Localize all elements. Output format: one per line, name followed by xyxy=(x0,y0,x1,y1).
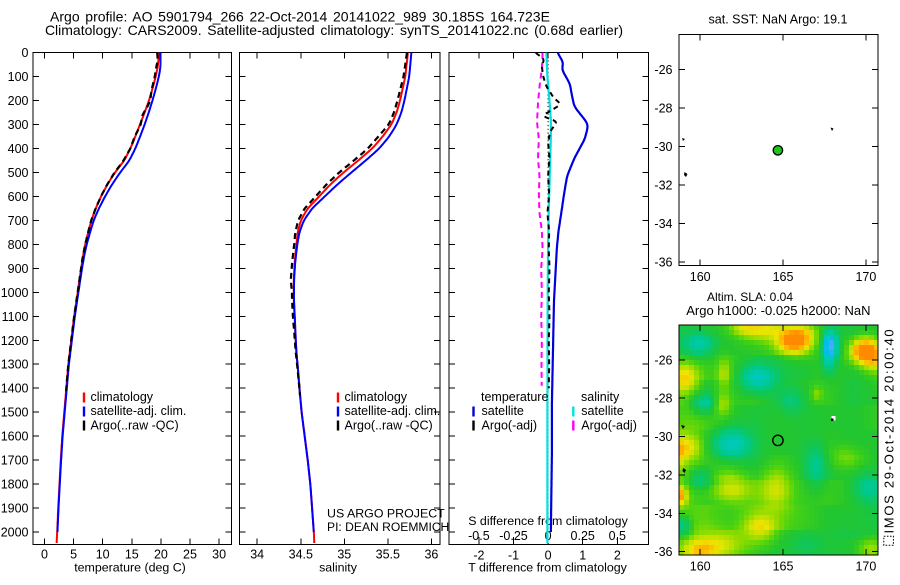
svg-text:-32: -32 xyxy=(654,468,672,482)
svg-text:34.5: 34.5 xyxy=(289,548,313,562)
svg-text:1200: 1200 xyxy=(1,334,29,348)
svg-text:1600: 1600 xyxy=(1,430,29,444)
svg-text:300: 300 xyxy=(8,118,29,132)
svg-text:satellite-adj. clim.: satellite-adj. clim. xyxy=(345,404,441,418)
svg-text:Altim. SLA: 0.04: Altim. SLA: 0.04 xyxy=(707,290,793,304)
svg-text:170: 170 xyxy=(855,560,876,574)
svg-text:Climatology: CARS2009. Satelli: Climatology: CARS2009. Satellite-adjuste… xyxy=(45,22,623,38)
svg-text:-0.25: -0.25 xyxy=(499,529,528,543)
svg-text:Argo profile: AO 5901794_266 2: Argo profile: AO 5901794_266 22-Oct-2014… xyxy=(50,8,550,24)
svg-text:US ARGO PROJECT: US ARGO PROJECT xyxy=(327,506,445,520)
svg-text:-36: -36 xyxy=(654,256,672,270)
svg-text:25: 25 xyxy=(183,548,197,562)
svg-text:-30: -30 xyxy=(654,140,672,154)
svg-text:400: 400 xyxy=(8,142,29,156)
svg-text:-34: -34 xyxy=(654,217,672,231)
svg-text:temperature: temperature xyxy=(481,390,548,404)
svg-text:10: 10 xyxy=(96,548,110,562)
svg-text:Argo h1000: -0.025 h2000: NaN: Argo h1000: -0.025 h2000: NaN xyxy=(686,303,870,318)
svg-text:-36: -36 xyxy=(654,545,672,559)
svg-text:1900: 1900 xyxy=(1,502,29,516)
svg-text:climatology: climatology xyxy=(91,390,154,404)
svg-text:2000: 2000 xyxy=(1,526,29,540)
svg-text:30: 30 xyxy=(212,548,226,562)
svg-text:100: 100 xyxy=(8,70,29,84)
svg-text:165: 165 xyxy=(773,270,794,284)
svg-text:Argo(..raw -QC): Argo(..raw -QC) xyxy=(91,419,179,433)
svg-text:satellite: satellite xyxy=(581,404,623,418)
svg-text:sat. SST: NaN Argo: 19.1: sat. SST: NaN Argo: 19.1 xyxy=(709,12,848,26)
svg-text:1000: 1000 xyxy=(1,286,29,300)
svg-text:IMOS 29-Oct-2014 20:00:40: IMOS 29-Oct-2014 20:00:40 xyxy=(882,328,897,534)
svg-text:-34: -34 xyxy=(654,507,672,521)
svg-text:160: 160 xyxy=(690,560,711,574)
svg-text:-0.5: -0.5 xyxy=(468,529,490,543)
svg-text:35.5: 35.5 xyxy=(376,548,400,562)
svg-text:35: 35 xyxy=(337,548,351,562)
svg-text:0.25: 0.25 xyxy=(571,529,595,543)
svg-text:temperature (deg C): temperature (deg C) xyxy=(74,561,186,575)
svg-text:-32: -32 xyxy=(654,179,672,193)
svg-text:0: 0 xyxy=(545,549,552,563)
svg-text:1800: 1800 xyxy=(1,478,29,492)
svg-text:200: 200 xyxy=(8,94,29,108)
svg-text:165: 165 xyxy=(773,560,794,574)
svg-text:Argo(-adj): Argo(-adj) xyxy=(581,419,637,433)
svg-text:1100: 1100 xyxy=(2,310,29,324)
svg-text:-30: -30 xyxy=(654,430,672,444)
svg-text:1300: 1300 xyxy=(1,358,29,372)
svg-text:-28: -28 xyxy=(654,392,672,406)
svg-text:satellite: satellite xyxy=(482,404,524,418)
svg-text:-26: -26 xyxy=(654,63,672,77)
svg-text:900: 900 xyxy=(8,262,29,276)
svg-text:1700: 1700 xyxy=(1,454,29,468)
svg-text:2: 2 xyxy=(614,549,621,563)
svg-text:climatology: climatology xyxy=(345,390,408,404)
svg-text:160: 160 xyxy=(690,270,711,284)
svg-text:600: 600 xyxy=(8,190,29,204)
svg-text:salinity: salinity xyxy=(581,390,620,404)
svg-text:0: 0 xyxy=(22,46,29,60)
svg-text:salinity: salinity xyxy=(319,561,358,575)
svg-text:1500: 1500 xyxy=(1,406,29,420)
svg-text:-26: -26 xyxy=(654,353,672,367)
svg-text:170: 170 xyxy=(855,270,876,284)
svg-text:0: 0 xyxy=(41,548,48,562)
svg-text:-1: -1 xyxy=(508,549,519,563)
svg-text:Argo(-adj): Argo(-adj) xyxy=(482,419,538,433)
svg-text:satellite-adj. clim.: satellite-adj. clim. xyxy=(91,404,187,418)
svg-text:15: 15 xyxy=(125,548,139,562)
svg-text:36: 36 xyxy=(424,548,438,562)
svg-text:Argo(..raw -QC): Argo(..raw -QC) xyxy=(345,419,433,433)
svg-text:1400: 1400 xyxy=(1,382,29,396)
svg-text:T difference from climatology: T difference from climatology xyxy=(468,561,627,575)
svg-text:PI: DEAN ROEMMICH: PI: DEAN ROEMMICH xyxy=(327,520,449,534)
svg-text:-28: -28 xyxy=(654,102,672,116)
svg-text:500: 500 xyxy=(8,166,29,180)
svg-text:1: 1 xyxy=(579,549,586,563)
svg-text:-2: -2 xyxy=(473,549,484,563)
svg-text:0.5: 0.5 xyxy=(609,529,626,543)
svg-text:34: 34 xyxy=(250,548,264,562)
svg-text:700: 700 xyxy=(8,214,29,228)
svg-text:20: 20 xyxy=(154,548,168,562)
svg-text:5: 5 xyxy=(70,548,77,562)
svg-text:800: 800 xyxy=(8,238,29,252)
